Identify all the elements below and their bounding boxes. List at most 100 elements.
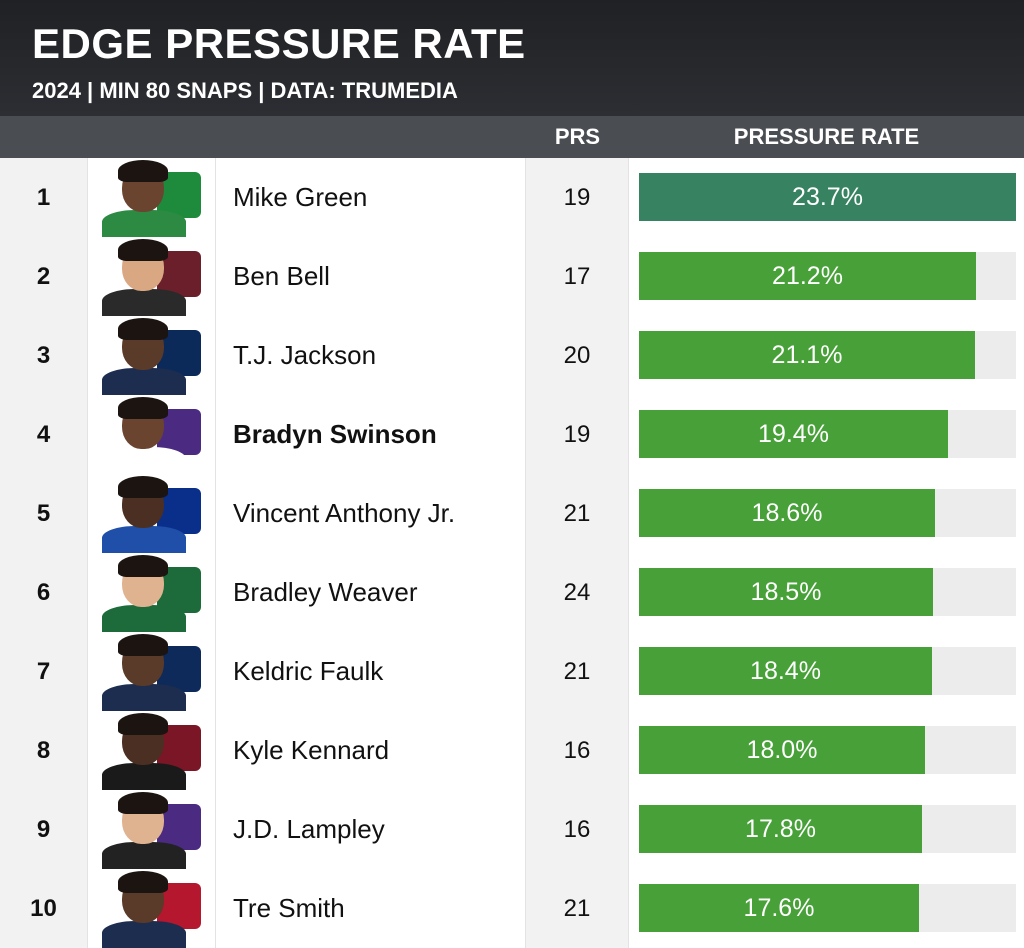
pressure-rate-cell: 18.5% (629, 553, 1024, 632)
bar-track: 18.4% (639, 647, 1016, 695)
player-hair (118, 476, 168, 498)
prs-value: 19 (526, 158, 629, 237)
player-name: Ben Bell (216, 237, 526, 316)
pressure-rate-bar (639, 726, 925, 774)
pressure-rate-cell: 21.1% (629, 316, 1024, 395)
pressure-rate-bar (639, 568, 933, 616)
rank-cell: 1 (0, 158, 88, 237)
table-row: 6 Bradley Weaver 24 18.5% (0, 553, 1024, 632)
rank-cell: 6 (0, 553, 88, 632)
pressure-rate-bar (639, 331, 975, 379)
pressure-rate-label: 18.0% (746, 736, 818, 764)
bar-track: 23.7% (639, 173, 1016, 221)
bar-track: 21.2% (639, 252, 1016, 300)
pressure-rate-cell: 18.0% (629, 711, 1024, 790)
player-jersey (102, 289, 186, 316)
table-body: 1 Mike Green 19 23.7% 2 Ben Bell 17 21.2% 3 T.J. … (0, 158, 1024, 948)
bar-track: 18.5% (639, 568, 1016, 616)
pressure-rate-cell: 21.2% (629, 237, 1024, 316)
player-jersey (102, 526, 186, 553)
player-photo (88, 158, 216, 237)
rank-cell: 10 (0, 869, 88, 948)
prs-value: 20 (526, 316, 629, 395)
pressure-rate-label: 17.6% (743, 894, 815, 922)
player-hair (118, 318, 168, 340)
table-row: 8 Kyle Kennard 16 18.0% (0, 711, 1024, 790)
bar-track: 19.4% (639, 410, 1016, 458)
pressure-rate-label: 18.4% (750, 657, 821, 685)
player-photo (88, 395, 216, 474)
player-name: Bradley Weaver (216, 553, 526, 632)
pressure-rate-label: 18.6% (751, 499, 823, 527)
player-jersey (102, 921, 186, 948)
player-hair (118, 871, 168, 893)
pressure-rate-label: 21.2% (772, 262, 843, 290)
rank-cell: 2 (0, 237, 88, 316)
bar-track: 21.1% (639, 331, 1016, 379)
player-name: Bradyn Swinson (216, 395, 526, 474)
pressure-rate-cell: 18.6% (629, 474, 1024, 553)
pressure-rate-label: 18.5% (750, 578, 822, 606)
player-name: Mike Green (216, 158, 526, 237)
bar-track: 18.0% (639, 726, 1016, 774)
player-hair (118, 713, 168, 735)
prs-value: 21 (526, 632, 629, 711)
player-jersey (102, 763, 186, 790)
table-row: 3 T.J. Jackson 20 21.1% (0, 316, 1024, 395)
column-header-row: PRS PRESSURE RATE (0, 116, 1024, 158)
player-photo (88, 711, 216, 790)
table-row: 9 J.D. Lampley 16 17.8% (0, 790, 1024, 869)
chart-title: EDGE PRESSURE RATE (32, 20, 526, 67)
pressure-rate-label: 17.8% (745, 815, 816, 843)
table-row: 4 Bradyn Swinson 19 19.4% (0, 395, 1024, 474)
table-row: 1 Mike Green 19 23.7% (0, 158, 1024, 237)
pressure-rate-cell: 17.6% (629, 869, 1024, 948)
bar-track: 17.8% (639, 805, 1016, 853)
player-hair (118, 239, 168, 261)
player-jersey (102, 842, 186, 869)
rank-cell: 3 (0, 316, 88, 395)
header: EDGE PRESSURE RATE 2024 | MIN 80 SNAPS |… (0, 0, 1024, 116)
prs-value: 19 (526, 395, 629, 474)
player-jersey (102, 210, 186, 237)
player-name: J.D. Lampley (216, 790, 526, 869)
player-photo (88, 474, 216, 553)
player-jersey (102, 684, 186, 711)
player-hair (118, 792, 168, 814)
pressure-rate-bar (639, 252, 976, 300)
column-header-pressure-rate: PRESSURE RATE (733, 124, 920, 149)
column-header-prs: PRS (554, 124, 601, 149)
rank-cell: 7 (0, 632, 88, 711)
prs-value: 17 (526, 237, 629, 316)
player-name: Kyle Kennard (216, 711, 526, 790)
player-jersey (102, 605, 186, 632)
player-name: Keldric Faulk (216, 632, 526, 711)
player-name: T.J. Jackson (216, 316, 526, 395)
prs-value: 21 (526, 869, 629, 948)
pressure-rate-cell: 23.7% (629, 158, 1024, 237)
rank-cell: 4 (0, 395, 88, 474)
rank-cell: 5 (0, 474, 88, 553)
player-jersey (102, 368, 186, 395)
pressure-rate-cell: 17.8% (629, 790, 1024, 869)
player-hair (118, 397, 168, 419)
player-jersey (102, 447, 186, 474)
pressure-rate-cell: 19.4% (629, 395, 1024, 474)
player-name: Vincent Anthony Jr. (216, 474, 526, 553)
player-hair (118, 160, 168, 182)
prs-value: 21 (526, 474, 629, 553)
pressure-rate-label: 21.1% (771, 341, 843, 369)
pressure-rate-bar (639, 173, 1016, 221)
pressure-rate-label: 23.7% (792, 183, 863, 211)
player-photo (88, 869, 216, 948)
prs-value: 16 (526, 790, 629, 869)
bar-track: 18.6% (639, 489, 1016, 537)
prs-value: 24 (526, 553, 629, 632)
rank-cell: 8 (0, 711, 88, 790)
player-photo (88, 316, 216, 395)
pressure-rate-cell: 18.4% (629, 632, 1024, 711)
pressure-rate-bar (639, 884, 919, 932)
pressure-rate-bar (639, 805, 922, 853)
rank-cell: 9 (0, 790, 88, 869)
player-hair (118, 634, 168, 656)
